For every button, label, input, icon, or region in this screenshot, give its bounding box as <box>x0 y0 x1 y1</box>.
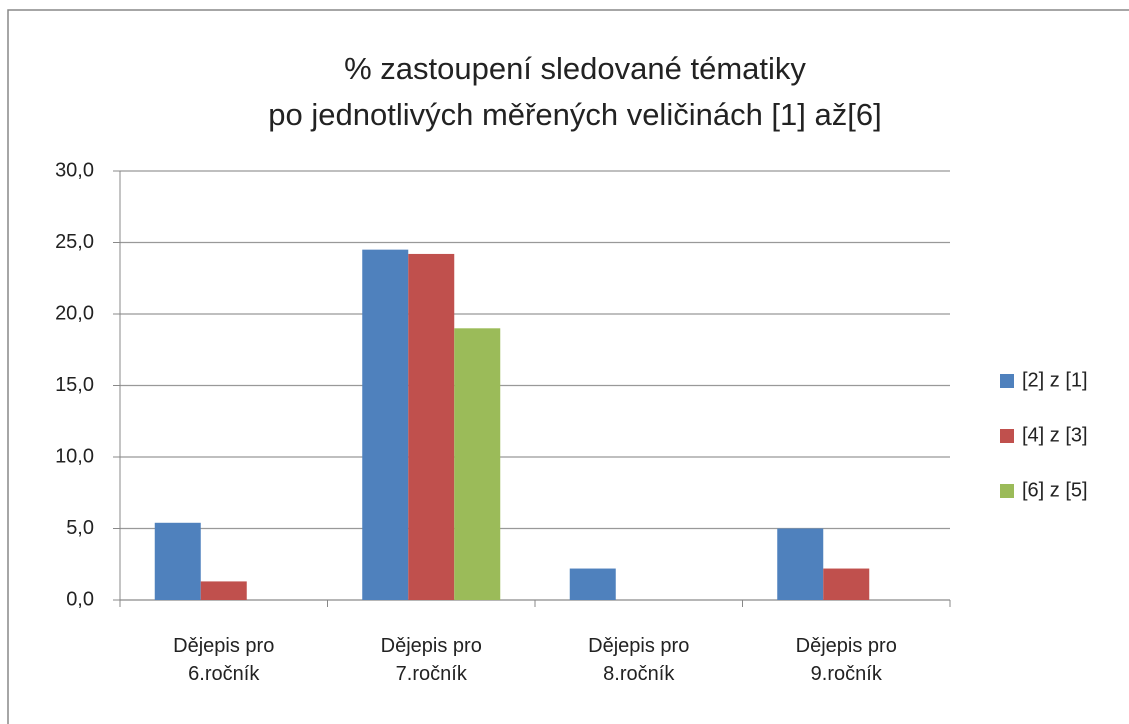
x-tick-label: Dějepis pro 7.ročník <box>380 635 482 685</box>
legend-label: [2] z [1] <box>1022 369 1088 391</box>
x-tick-label: Dějepis pro 8.ročník <box>588 635 690 685</box>
legend-swatch <box>1000 374 1014 388</box>
y-tick-label: 0,0 <box>66 588 94 610</box>
x-tick-label: Dějepis pro 6.ročník <box>173 635 275 685</box>
legend-swatch <box>1000 429 1014 443</box>
y-tick-label: 5,0 <box>66 517 94 539</box>
legend-swatch <box>1000 484 1014 498</box>
y-tick-label: 15,0 <box>55 374 94 396</box>
y-tick-label: 10,0 <box>55 445 94 467</box>
bar <box>454 328 501 600</box>
bar <box>408 253 455 600</box>
bar <box>200 581 247 600</box>
y-tick-label: 20,0 <box>55 302 94 324</box>
x-tick-label: Dějepis pro 9.ročník <box>795 635 897 685</box>
bar <box>777 528 824 600</box>
y-tick-label: 25,0 <box>55 231 94 253</box>
y-tick-label: 30,0 <box>55 159 94 181</box>
chart-title: % zastoupení sledované tématiky po jedno… <box>268 51 882 132</box>
chart-frame <box>7 9 1129 724</box>
legend-label: [6] z [5] <box>1022 479 1088 501</box>
bar <box>569 568 616 600</box>
bar <box>154 522 201 600</box>
bar <box>823 568 870 600</box>
legend-label: [4] z [3] <box>1022 424 1088 446</box>
bar <box>362 249 409 600</box>
